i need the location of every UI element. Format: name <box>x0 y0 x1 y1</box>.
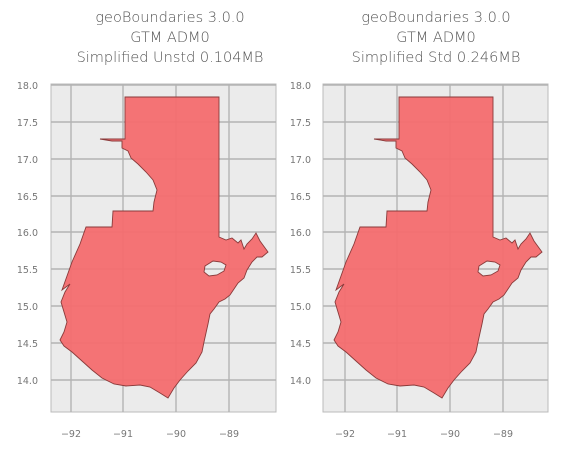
right-y-tick-labels: 18.0 17.5 17.0 16.5 16.0 15.5 15.0 14.5 … <box>290 81 311 387</box>
left-y-tick-labels: 18.0 17.5 17.0 16.5 16.0 15.5 15.0 14.5 … <box>17 81 38 387</box>
right-y-tick: 16.5 <box>290 192 311 203</box>
left-x-tick: −92 <box>61 429 81 440</box>
right-x-tick-labels: −92 −91 −90 −89 <box>335 429 513 440</box>
left-y-tick: 14.0 <box>17 376 38 387</box>
right-y-tick: 14.0 <box>290 376 311 387</box>
left-map-title: geoBoundaries 3.0.0 GTM ADM0 Simplified … <box>30 8 310 68</box>
left-title-line-1: geoBoundaries 3.0.0 <box>95 10 245 26</box>
right-x-tick: −90 <box>440 429 460 440</box>
left-y-tick: 17.5 <box>17 118 38 129</box>
right-title-line-1: geoBoundaries 3.0.0 <box>361 10 511 26</box>
right-y-tick: 15.5 <box>290 265 311 276</box>
left-x-tick: −91 <box>113 429 133 440</box>
right-y-tick: 15.0 <box>290 302 311 313</box>
right-title-line-2: GTM ADM0 <box>396 30 476 46</box>
left-x-tick: −89 <box>219 429 239 440</box>
right-y-tick: 17.5 <box>290 118 311 129</box>
right-y-tick: 17.0 <box>290 155 311 166</box>
right-x-tick: −91 <box>387 429 407 440</box>
right-map: 18.0 17.5 17.0 16.5 16.0 15.5 15.0 14.5 … <box>290 81 549 440</box>
left-x-tick: −90 <box>166 429 186 440</box>
right-y-tick: 18.0 <box>290 81 311 92</box>
left-y-tick: 15.5 <box>17 265 38 276</box>
left-title-line-2: GTM ADM0 <box>130 30 210 46</box>
left-y-tick: 16.0 <box>17 228 38 239</box>
left-y-tick: 16.5 <box>17 192 38 203</box>
right-title-line-3: Simplified Std 0.246MB <box>351 50 521 66</box>
left-y-tick: 14.5 <box>17 339 38 350</box>
left-y-tick: 17.0 <box>17 155 38 166</box>
right-map-title: geoBoundaries 3.0.0 GTM ADM0 Simplified … <box>296 8 566 68</box>
left-x-tick-labels: −92 −91 −90 −89 <box>61 429 239 440</box>
right-x-tick: −89 <box>493 429 513 440</box>
left-y-tick: 15.0 <box>17 302 38 313</box>
left-title-line-3: Simplified Unstd 0.104MB <box>76 50 264 66</box>
right-y-tick: 14.5 <box>290 339 311 350</box>
left-map: 18.0 17.5 17.0 16.5 16.0 15.5 15.0 14.5 … <box>17 81 277 440</box>
right-x-tick: −92 <box>335 429 355 440</box>
right-y-tick: 16.0 <box>290 228 311 239</box>
left-y-tick: 18.0 <box>17 81 38 92</box>
